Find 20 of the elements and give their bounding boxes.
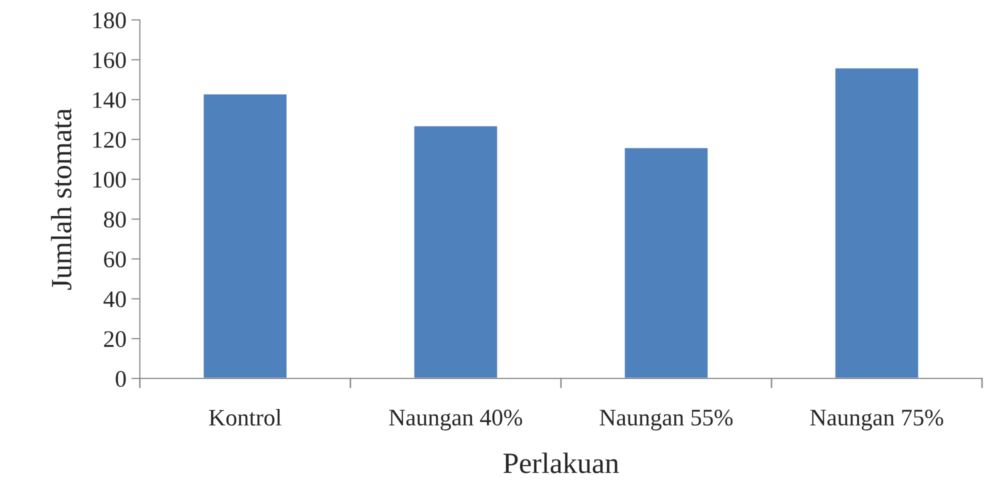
- bar: [834, 67, 920, 378]
- y-tick-label: 0: [116, 370, 126, 387]
- y-tick-label: 20: [104, 331, 126, 348]
- bar: [202, 92, 288, 378]
- bar: [623, 146, 710, 378]
- y-tick-label: 120: [93, 132, 126, 148]
- x-tick-label: Kontrol: [209, 409, 282, 426]
- x-tick-label: Naungan 40%: [389, 410, 522, 430]
- y-tick-label: 160: [93, 52, 126, 68]
- x-tick-label: Naungan 55%: [600, 410, 733, 430]
- x-tick-label: Naungan 75%: [810, 410, 944, 430]
- y-tick-label: 140: [93, 92, 126, 108]
- bar: [412, 124, 498, 378]
- x-axis-title: Perlakuan: [503, 452, 619, 474]
- y-tick-label: 60: [104, 251, 126, 268]
- y-tick-label: 40: [104, 291, 126, 308]
- y-tick-label: 80: [104, 212, 126, 228]
- y-tick-label: 180: [93, 12, 126, 28]
- y-tick-label: 100: [93, 172, 126, 188]
- y-axis-title: Jumlah stomata: [50, 108, 72, 290]
